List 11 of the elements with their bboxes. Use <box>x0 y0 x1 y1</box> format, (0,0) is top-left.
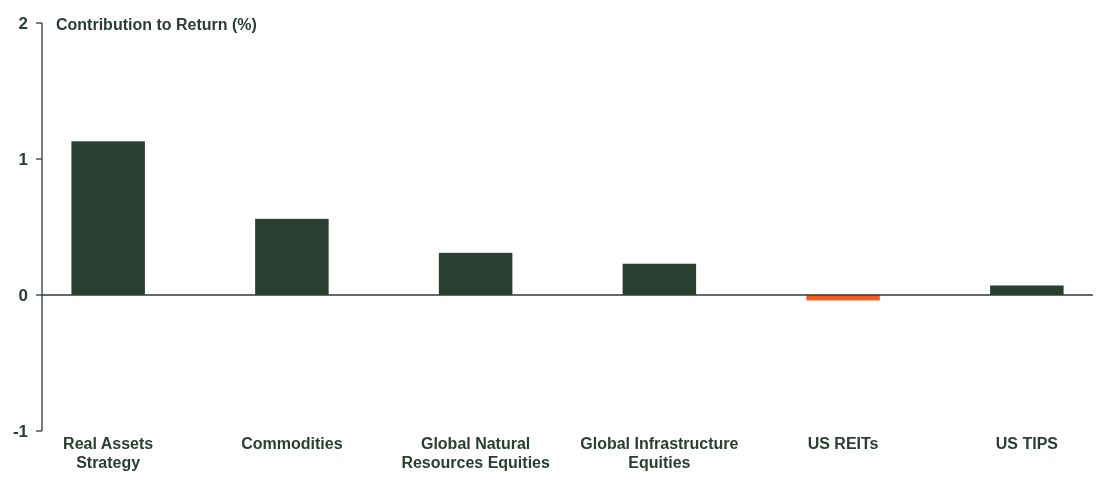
x-tick-label: US REITs <box>807 435 879 452</box>
x-tick-label: Real Assets Strategy <box>63 435 154 471</box>
x-tick-label: Global Infrastructure Equities <box>580 435 739 471</box>
x-tick-label: US TIPS <box>995 435 1059 452</box>
chart-title: Contribution to Return (%) <box>56 16 257 33</box>
x-tick-label: Commodities <box>241 435 343 452</box>
y-tick-label: 0 <box>18 285 28 305</box>
y-tick-label: 2 <box>18 13 28 33</box>
x-tick-label: Global Natural Resources Equities <box>401 435 550 471</box>
y-tick-label: 1 <box>18 149 28 169</box>
y-tick-label: -1 <box>12 421 28 441</box>
